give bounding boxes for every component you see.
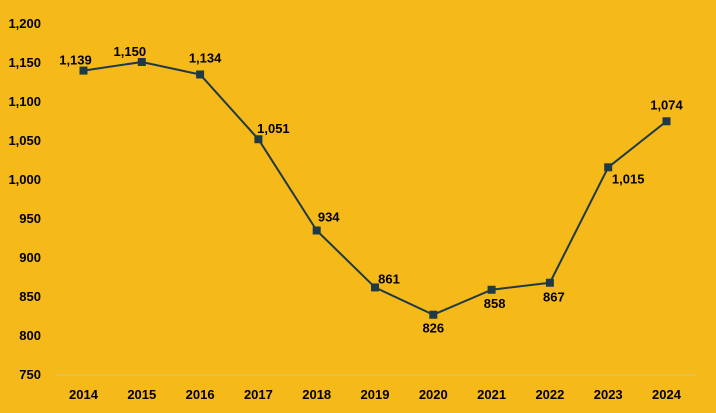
data-label: 1,015 <box>612 171 645 186</box>
data-label: 1,074 <box>650 97 683 112</box>
data-label: 1,051 <box>257 121 290 136</box>
data-point <box>312 226 321 235</box>
y-tick-label: 750 <box>19 367 41 382</box>
x-tick-label: 2014 <box>69 387 99 402</box>
y-tick-label: 1,000 <box>8 172 41 187</box>
data-point <box>545 278 554 287</box>
x-tick-label: 2016 <box>186 387 215 402</box>
data-point <box>137 58 146 66</box>
data-label: 861 <box>378 271 400 286</box>
data-point <box>371 283 379 292</box>
x-tick-label: 2023 <box>594 387 623 402</box>
data-label: 1,134 <box>189 50 222 65</box>
data-label: 867 <box>543 290 565 305</box>
y-tick-label: 1,050 <box>8 133 41 148</box>
data-label: 858 <box>484 296 506 311</box>
x-tick-label: 2015 <box>127 387 156 402</box>
data-point <box>79 66 88 75</box>
x-tick-label: 2017 <box>244 387 273 402</box>
x-tick-label: 2018 <box>302 387 331 402</box>
y-tick-label: 1,200 <box>8 16 41 31</box>
data-point <box>429 310 438 319</box>
x-tick-label: 2022 <box>535 387 564 402</box>
data-label: 934 <box>318 209 340 224</box>
y-tick-label: 1,100 <box>8 94 41 109</box>
x-tick-label: 2019 <box>361 387 390 402</box>
data-point <box>604 163 613 172</box>
data-point <box>196 70 205 79</box>
data-point <box>254 135 263 144</box>
x-tick-label: 2020 <box>419 387 448 402</box>
y-tick-label: 1,150 <box>8 55 41 70</box>
data-point <box>662 117 671 126</box>
y-tick-label: 900 <box>19 250 41 265</box>
data-label: 1,139 <box>59 53 92 68</box>
axes: 750 800 850 900 950 1,000 1,050 1,100 1,150 1,200… <box>8 16 696 402</box>
data-label: 1,150 <box>114 44 147 59</box>
x-tick-label: 2021 <box>477 387 506 402</box>
x-tick-label: 2024 <box>652 387 682 402</box>
data-label: 826 <box>422 321 444 336</box>
y-tick-label: 950 <box>19 211 41 226</box>
data-labels: 1,139 1,150 1,134 1,051 934 861 826 858 867 1,015… <box>59 44 683 336</box>
data-series <box>79 58 671 319</box>
y-tick-label: 850 <box>19 289 41 304</box>
data-point <box>487 285 496 294</box>
y-tick-label: 800 <box>19 328 41 343</box>
